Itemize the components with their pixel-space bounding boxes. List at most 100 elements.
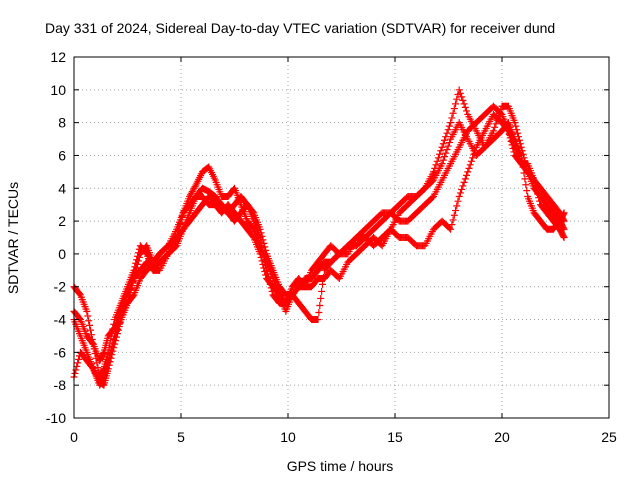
data-point: [530, 176, 538, 184]
data-point: [469, 154, 477, 162]
data-point: [428, 194, 436, 202]
data-point: [133, 256, 141, 264]
data-point: [90, 345, 98, 353]
data-point: [260, 252, 268, 260]
data-point: [459, 182, 467, 190]
data-point: [87, 331, 95, 339]
data-point: [445, 122, 453, 130]
y-tick-label: 6: [58, 147, 66, 163]
data-point: [265, 277, 273, 285]
data-point: [460, 100, 468, 108]
data-point: [461, 103, 469, 111]
data-point: [449, 109, 457, 117]
x-tick-label: 20: [494, 429, 510, 445]
data-point: [453, 202, 461, 210]
data-point: [463, 171, 471, 179]
data-point: [518, 157, 526, 165]
data-point: [87, 326, 95, 334]
data-point: [268, 287, 276, 295]
axis-ticks: 0 5 10 15 20 25 -10 -8 -6 -4 -2 0 2 4 6 8 10 12: [46, 49, 617, 445]
data-point: [436, 150, 444, 158]
data-point: [531, 180, 539, 188]
data-point: [319, 273, 327, 281]
data-point: [76, 314, 84, 322]
data-point: [89, 340, 97, 348]
data-point: [452, 207, 460, 215]
data-point: [520, 169, 528, 177]
data-point: [445, 224, 453, 232]
data-point: [452, 100, 460, 108]
data-point: [466, 161, 474, 169]
data-point: [441, 153, 449, 161]
data-point: [264, 273, 272, 281]
data-point: [521, 175, 529, 183]
data-point: [434, 154, 442, 162]
data-point: [264, 270, 272, 278]
data-point: [461, 175, 469, 183]
data-point: [132, 259, 140, 267]
data-point: [191, 183, 199, 191]
data-point: [442, 133, 450, 141]
data-point: [438, 160, 446, 168]
data-point: [439, 156, 447, 164]
data-point: [535, 194, 543, 202]
data-point: [534, 190, 542, 198]
data-point: [560, 234, 568, 241]
data-point: [492, 120, 500, 128]
data-point: [314, 316, 322, 324]
grid-lines: [74, 57, 609, 418]
chart-title: Day 331 of 2024, Sidereal Day-to-day VTE…: [45, 20, 555, 36]
data-point: [267, 284, 275, 292]
data-point: [515, 136, 523, 144]
data-point: [517, 151, 525, 159]
data-point: [532, 183, 540, 191]
data-series-1: [70, 86, 568, 389]
data-point: [489, 127, 497, 135]
data-point: [385, 226, 393, 234]
data-point: [130, 266, 138, 274]
data-point: [510, 148, 518, 156]
data-point: [460, 178, 468, 186]
data-point: [458, 185, 466, 193]
data-point: [76, 290, 84, 298]
data-point: [178, 212, 186, 220]
data-point: [559, 210, 567, 218]
y-tick-label: -2: [54, 279, 67, 295]
plot-frame: [73, 56, 610, 419]
data-point: [432, 161, 440, 169]
data-point: [536, 197, 544, 205]
y-tick-label: 8: [58, 115, 66, 131]
x-tick-label: 10: [280, 429, 296, 445]
data-point: [131, 263, 139, 271]
data-point: [437, 147, 445, 155]
data-point: [512, 122, 520, 130]
y-tick-label: 0: [58, 246, 66, 262]
data-point: [448, 114, 456, 122]
data-point: [275, 290, 283, 298]
data-point: [519, 163, 527, 171]
data-point: [92, 354, 100, 362]
data-point: [453, 95, 461, 103]
data-point: [263, 266, 271, 274]
data-point: [108, 343, 116, 351]
data-point: [450, 211, 458, 219]
data-point: [266, 280, 274, 288]
data-point: [317, 294, 325, 302]
data-point: [445, 139, 453, 147]
data-point: [455, 192, 463, 200]
data-point: [497, 109, 505, 117]
data-point: [444, 142, 452, 150]
data-point: [444, 126, 452, 134]
data-point: [447, 119, 455, 127]
x-tick-label: 15: [387, 429, 403, 445]
y-tick-label: 10: [50, 82, 66, 98]
data-point: [85, 317, 93, 325]
data-point: [88, 335, 96, 343]
data-point: [135, 249, 143, 257]
data-point: [86, 321, 94, 329]
data-point: [454, 197, 462, 205]
data-point: [134, 252, 142, 260]
data-point: [465, 164, 473, 172]
data-point: [71, 369, 79, 377]
data-point: [262, 262, 270, 270]
